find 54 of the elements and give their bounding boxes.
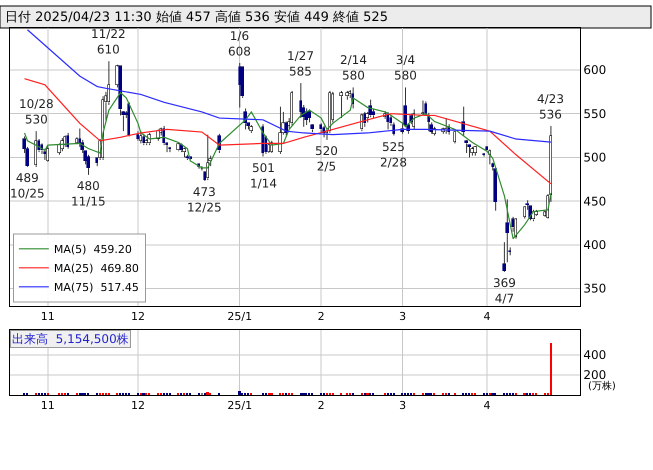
annotation: 480 11/15 [71,179,106,209]
x-tick-label: 25/1 [227,310,252,324]
annotation: 525 2/28 [380,140,407,170]
annotation: 489 10/25 [10,171,45,201]
candlestick [453,130,456,144]
candlestick [203,170,206,182]
y-tick-label: 400 [583,348,606,362]
annotation: 520 2/5 [315,144,338,174]
candlestick [511,216,514,232]
candlestick [118,65,122,116]
annotation: 1/6 608 [228,29,251,59]
chart-title: 日付 2025/04/23 11:30 始値 457 高値 536 安値 449 終値 525 [5,9,388,25]
annotation: 10/28 530 [19,97,54,127]
annotation: 473 12/25 [187,185,222,215]
legend-label: MA(5) 459.20 [54,243,132,256]
candlestick [464,139,468,154]
x-tick-label: 3 [399,310,406,324]
y-axis-title: (万株) [588,380,616,392]
x-tick-label: 2 [318,310,325,324]
bar [206,392,209,395]
annotation: 2/14 580 [340,53,367,83]
annotation: 1/27 585 [287,49,314,79]
x-tick-label: 4 [483,310,490,324]
candlestick [505,198,509,263]
annotation: 501 1/14 [250,161,277,191]
bar [550,343,552,395]
y-tick-label: 550 [583,106,606,121]
candlestick [310,124,314,133]
annotation: 4/23 536 [537,92,564,122]
x-tick-label: 11 [40,399,55,412]
x-tick-label: 3 [399,399,406,412]
x-tick-label: 11 [40,310,55,324]
annotation: 11/22 610 [91,27,126,57]
y-tick-label: 400 [583,238,606,252]
legend-label: MA(75) 517.45 [54,281,139,294]
y-tick-label: 500 [583,150,606,165]
candlestick [46,146,49,162]
candlestick [502,242,506,272]
chart-title: 出来高 5,154,500株 [12,332,129,346]
candlestick [473,146,477,156]
x-tick-label: 2 [318,399,325,412]
x-tick-label: 12 [130,399,145,412]
x-tick-label: 12 [130,310,145,324]
bar [238,391,241,395]
x-tick-label: 4 [483,399,490,412]
y-tick-label: 600 [583,63,606,78]
y-tick-label: 450 [583,194,606,208]
candlestick [249,124,253,134]
x-tick-label: 25/1 [227,399,252,412]
y-tick-label: 350 [583,282,606,296]
y-tick-label: 200 [583,368,606,382]
annotation: 3/4 580 [394,53,417,83]
annotation: 369 4/7 [493,276,516,306]
legend-label: MA(25) 469.80 [54,262,139,276]
